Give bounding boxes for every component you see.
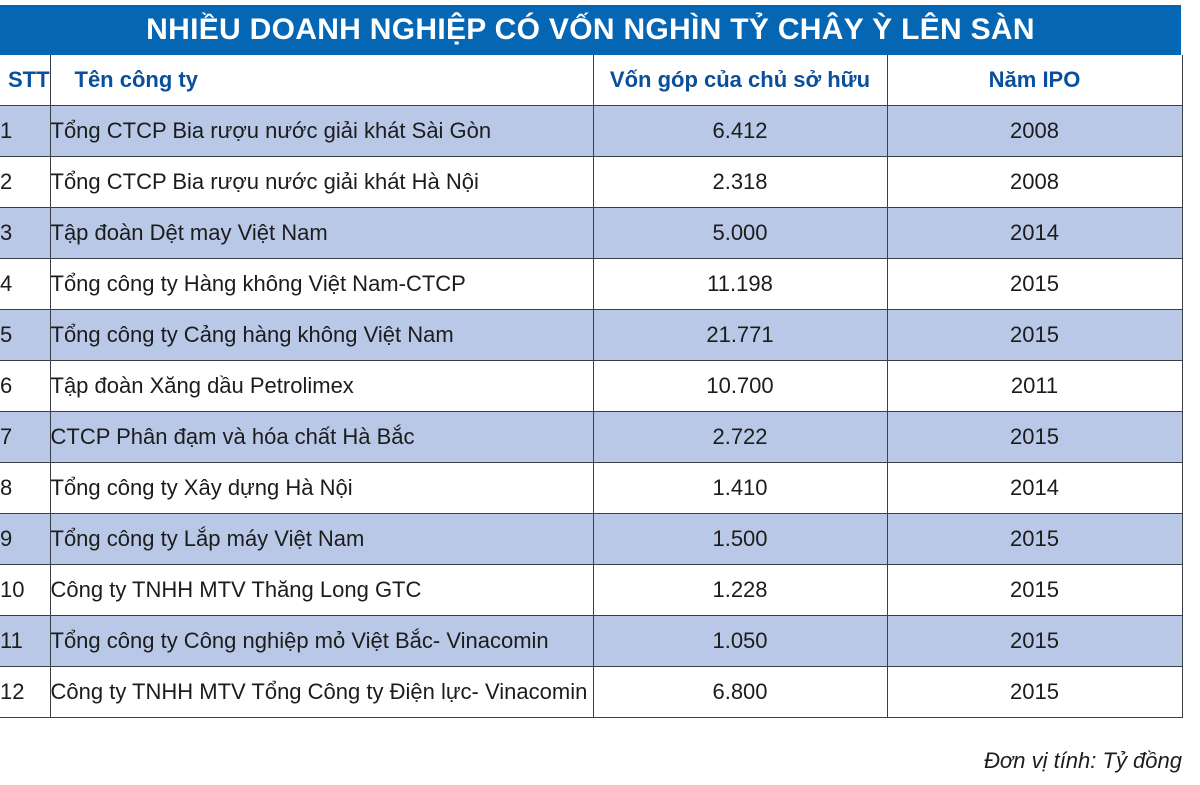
- cell-stt: 9: [0, 513, 51, 565]
- cell-ipo-year: 2015: [886, 564, 1183, 616]
- cell-stt: 11: [0, 615, 51, 667]
- table-row: 1 Tổng CTCP Bia rượu nước giải khát Sài …: [0, 105, 1183, 157]
- cell-capital: 6.412: [592, 105, 888, 157]
- cell-company-name: Tập đoàn Xăng dầu Petrolimex: [49, 360, 594, 412]
- cell-capital: 11.198: [592, 258, 888, 310]
- table-row: 12 Công ty TNHH MTV Tổng Công ty Điện lự…: [0, 666, 1183, 718]
- cell-ipo-year: 2014: [886, 207, 1183, 259]
- cell-stt: 5: [0, 309, 51, 361]
- table-row: 6 Tập đoàn Xăng dầu Petrolimex 10.700 20…: [0, 360, 1183, 412]
- cell-company-name: Công ty TNHH MTV Thăng Long GTC: [49, 564, 594, 616]
- header-company-name: Tên công ty: [49, 55, 594, 106]
- table-row: 11 Tổng công ty Công nghiệp mỏ Việt Bắc-…: [0, 615, 1183, 667]
- cell-company-name: Tổng công ty Hàng không Việt Nam-CTCP: [49, 258, 594, 310]
- table-row: 5 Tổng công ty Cảng hàng không Việt Nam …: [0, 309, 1183, 361]
- table-row: 9 Tổng công ty Lắp máy Việt Nam 1.500 20…: [0, 513, 1183, 565]
- cell-company-name: Công ty TNHH MTV Tổng Công ty Điện lực- …: [49, 666, 594, 718]
- cell-capital: 1.228: [592, 564, 888, 616]
- cell-stt: 4: [0, 258, 51, 310]
- table-row: 2 Tổng CTCP Bia rượu nước giải khát Hà N…: [0, 156, 1183, 208]
- header-row: STT Tên công ty Vốn góp của chủ sở hữu N…: [0, 55, 1183, 106]
- table-row: 7 CTCP Phân đạm và hóa chất Hà Bắc 2.722…: [0, 411, 1183, 463]
- table-row: 4 Tổng công ty Hàng không Việt Nam-CTCP …: [0, 258, 1183, 310]
- unit-footnote: Đơn vị tính: Tỷ đồng: [984, 748, 1182, 773]
- cell-capital: 5.000: [592, 207, 888, 259]
- cell-ipo-year: 2015: [886, 615, 1183, 667]
- cell-company-name: Tổng công ty Xây dựng Hà Nội: [49, 462, 594, 514]
- cell-capital: 2.318: [592, 156, 888, 208]
- cell-stt: 8: [0, 462, 51, 514]
- cell-capital: 10.700: [592, 360, 888, 412]
- cell-stt: 10: [0, 564, 51, 616]
- cell-ipo-year: 2014: [886, 462, 1183, 514]
- cell-ipo-year: 2008: [886, 156, 1183, 208]
- header-ipo-year: Năm IPO: [886, 55, 1183, 106]
- cell-capital: 21.771: [592, 309, 888, 361]
- cell-capital: 2.722: [592, 411, 888, 463]
- cell-company-name: Tổng công ty Lắp máy Việt Nam: [49, 513, 594, 565]
- cell-ipo-year: 2015: [886, 258, 1183, 310]
- cell-company-name: Tổng công ty Công nghiệp mỏ Việt Bắc- Vi…: [49, 615, 594, 667]
- cell-ipo-year: 2015: [886, 513, 1183, 565]
- cell-company-name: Tổng công ty Cảng hàng không Việt Nam: [49, 309, 594, 361]
- cell-capital: 1.500: [592, 513, 888, 565]
- cell-stt: 6: [0, 360, 51, 412]
- cell-ipo-year: 2015: [886, 411, 1183, 463]
- cell-company-name: Tập đoàn Dệt may Việt Nam: [49, 207, 594, 259]
- cell-stt: 2: [0, 156, 51, 208]
- cell-ipo-year: 2008: [886, 105, 1183, 157]
- cell-stt: 1: [0, 105, 51, 157]
- table-title: NHIỀU DOANH NGHIỆP CÓ VỐN NGHÌN TỶ CHÂY …: [0, 5, 1181, 55]
- cell-ipo-year: 2015: [886, 309, 1183, 361]
- cell-capital: 1.410: [592, 462, 888, 514]
- cell-stt: 3: [0, 207, 51, 259]
- cell-ipo-year: 2011: [886, 360, 1183, 412]
- cell-stt: 7: [0, 411, 51, 463]
- cell-company-name: CTCP Phân đạm và hóa chất Hà Bắc: [49, 411, 594, 463]
- table-row: 8 Tổng công ty Xây dựng Hà Nội 1.410 201…: [0, 462, 1183, 514]
- cell-company-name: Tổng CTCP Bia rượu nước giải khát Hà Nội: [49, 156, 594, 208]
- companies-table: STT Tên công ty Vốn góp của chủ sở hữu N…: [0, 55, 1183, 718]
- table-row: 3 Tập đoàn Dệt may Việt Nam 5.000 2014: [0, 207, 1183, 259]
- cell-ipo-year: 2015: [886, 666, 1183, 718]
- table-row: 10 Công ty TNHH MTV Thăng Long GTC 1.228…: [0, 564, 1183, 616]
- cell-capital: 1.050: [592, 615, 888, 667]
- cell-stt: 12: [0, 666, 51, 718]
- header-owner-capital: Vốn góp của chủ sở hữu: [592, 55, 888, 106]
- cell-company-name: Tổng CTCP Bia rượu nước giải khát Sài Gò…: [49, 105, 594, 157]
- header-stt: STT: [0, 55, 51, 106]
- cell-capital: 6.800: [592, 666, 888, 718]
